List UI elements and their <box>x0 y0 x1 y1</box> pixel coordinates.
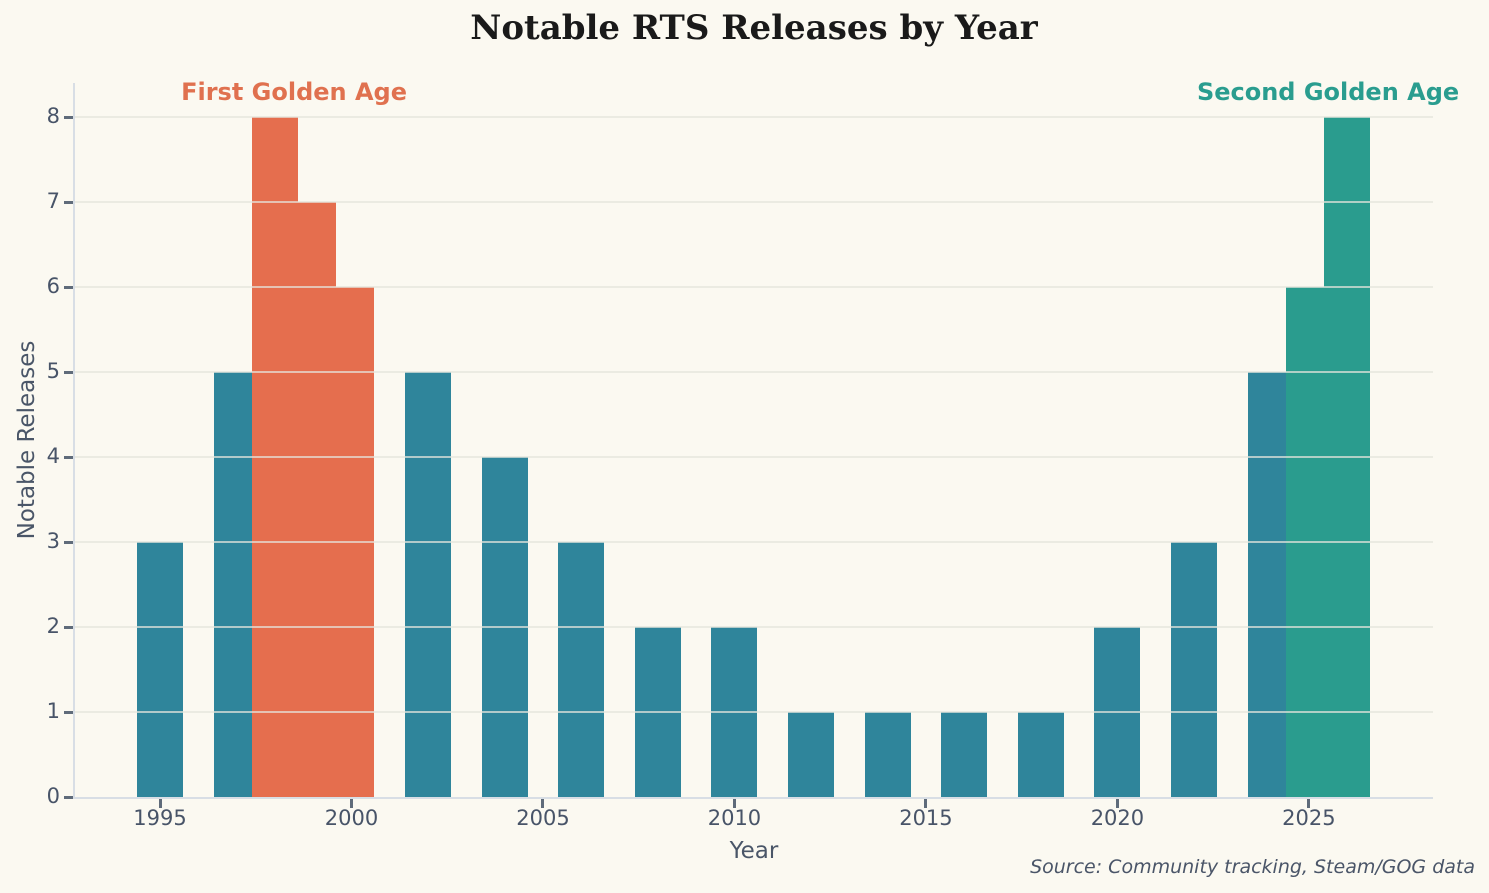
y-tick-2 <box>64 625 73 629</box>
gridline-4 <box>75 456 1433 458</box>
gridline-5 <box>75 371 1433 373</box>
bar-2006 <box>558 542 605 797</box>
annotation-first-golden-age: First Golden Age <box>181 78 408 106</box>
gridline-6 <box>75 286 1433 288</box>
y-tick-4 <box>64 455 73 459</box>
y-axis-label: Notable Releases <box>14 340 40 540</box>
x-tick-label-2020: 2020 <box>1090 806 1145 830</box>
bar-2014 <box>864 712 911 797</box>
x-axis-spine <box>73 797 1433 799</box>
y-tick-label-6: 6 <box>46 274 60 298</box>
bar-2002 <box>405 372 452 797</box>
gridline-2 <box>75 626 1433 628</box>
y-tick-label-5: 5 <box>46 359 60 383</box>
bar-2012 <box>788 712 835 797</box>
y-tick-1 <box>64 710 73 714</box>
gridline-1 <box>75 711 1433 713</box>
bar-1997 <box>213 372 260 797</box>
x-tick-label-2005: 2005 <box>516 806 570 830</box>
bar-2016 <box>941 712 988 797</box>
bar-1995 <box>137 542 183 797</box>
x-tick-2020 <box>1115 799 1119 808</box>
y-tick-7 <box>64 200 73 204</box>
x-axis-label: Year <box>729 838 779 864</box>
source-note: Source: Community tracking, Steam/GOG da… <box>1030 856 1475 878</box>
y-tick-label-0: 0 <box>46 784 60 808</box>
y-tick-label-4: 4 <box>46 444 60 468</box>
x-tick-2005 <box>541 799 545 808</box>
x-tick-label-2015: 2015 <box>899 806 953 830</box>
y-tick-5 <box>64 370 73 374</box>
y-tick-label-8: 8 <box>46 104 60 128</box>
y-tick-8 <box>64 115 73 119</box>
y-tick-3 <box>64 540 73 544</box>
gridline-3 <box>75 541 1433 543</box>
x-tick-label-1995: 1995 <box>133 806 187 830</box>
y-tick-label-2: 2 <box>46 614 60 638</box>
x-tick-1995 <box>158 799 162 808</box>
gridline-7 <box>75 201 1433 203</box>
x-tick-label-2000: 2000 <box>324 806 379 830</box>
bar-2024 <box>1247 372 1294 797</box>
gridline-8 <box>75 116 1433 118</box>
x-tick-2015 <box>924 799 928 808</box>
bar-2018 <box>1017 712 1064 797</box>
y-tick-0 <box>64 795 73 799</box>
chart-title: Notable RTS Releases by Year <box>470 8 1038 48</box>
annotation-second-golden-age: Second Golden Age <box>1196 78 1460 106</box>
x-tick-label-2025: 2025 <box>1282 806 1336 830</box>
y-axis-spine <box>73 83 75 799</box>
x-tick-label-2010: 2010 <box>707 806 762 830</box>
bar-2022 <box>1171 542 1217 797</box>
y-tick-label-3: 3 <box>46 529 60 553</box>
x-tick-2000 <box>350 799 353 808</box>
y-tick-label-1: 1 <box>46 699 60 723</box>
y-tick-6 <box>64 285 73 289</box>
x-tick-2025 <box>1307 799 1311 808</box>
y-tick-label-7: 7 <box>46 189 60 213</box>
bar-1999 <box>290 202 337 797</box>
x-tick-2010 <box>732 799 736 808</box>
